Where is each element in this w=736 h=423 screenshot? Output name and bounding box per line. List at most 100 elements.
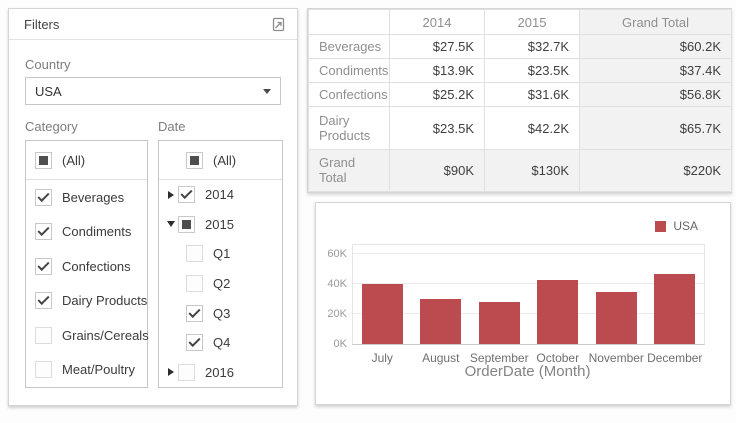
country-dropdown[interactable]: USA [25,77,281,105]
checkbox-indeterminate-icon[interactable] [178,215,195,233]
pivot-cell[interactable]: $25.2K [389,82,485,108]
checkbox-checked-icon[interactable] [35,223,52,241]
country-label: Country [25,57,71,72]
export-button[interactable] [269,15,287,33]
pivot-cell[interactable]: $56.8K [579,82,732,108]
bar-july[interactable] [361,284,403,344]
checkbox-checked-icon[interactable] [35,257,52,275]
checkbox-unchecked-icon[interactable] [178,363,195,381]
checkbox-unchecked-icon[interactable] [35,326,52,344]
x-axis-tick-label: August [422,351,460,365]
triangle-icon [168,190,174,199]
y-axis-tick-label: 20K [327,308,347,320]
bar-november[interactable] [595,291,637,344]
expander-collapsed-icon[interactable] [164,368,178,377]
pivot-cell[interactable]: $37.4K [579,58,732,84]
pivot-cell[interactable]: $90K [389,148,485,193]
pivot-corner-cell [308,9,390,35]
date-item-q3[interactable]: Q3 [159,298,282,328]
checkbox-checked-icon[interactable] [186,304,203,322]
x-axis-tick-label: December [647,351,703,365]
checkbox-indeterminate-icon[interactable] [35,151,52,169]
pivot-row-dairy-products: Dairy Products $23.5K $42.2K $65.7K [308,106,732,150]
date-item-q2[interactable]: Q2 [159,269,282,299]
y-axis-tick-label: 40K [327,278,347,290]
date-item-label: Q1 [213,246,231,262]
pivot-column-header-2015: 2015 [484,9,580,35]
category-item-label: Condiments [62,224,132,240]
date-all-item[interactable]: (All) [159,141,282,180]
pivot-cell[interactable]: $42.2K [484,106,580,150]
pivot-cell[interactable]: $220K [579,148,732,193]
checkbox-unchecked-icon[interactable] [186,275,203,293]
gridline [353,283,704,284]
category-all-label: (All) [62,152,86,168]
date-item-label: Q3 [213,305,231,321]
date-all-label: (All) [213,152,237,168]
pivot-column-header-grand-total: Grand Total [579,9,732,35]
category-item-dairy-products[interactable]: Dairy Products [26,284,147,319]
chart-legend: USA [655,219,698,233]
filters-header: Filters [9,9,297,40]
expander-expanded-icon[interactable] [164,221,178,228]
category-item-grains-cereals[interactable]: Grains/Cereals [26,318,149,353]
checkbox-indeterminate-icon[interactable] [186,151,203,169]
date-label: Date [158,119,186,134]
bar-october[interactable] [537,279,579,344]
triangle-icon [168,368,174,377]
category-item-confections[interactable]: Confections [26,249,147,284]
pivot-row-header: Condiments [308,58,390,84]
bar-september[interactable] [478,302,520,344]
category-item-beverages[interactable]: Beverages [26,180,147,215]
legend-swatch-icon [655,220,667,232]
category-item-label: Meat/Poultry [62,362,135,378]
chevron-down-icon [263,88,271,94]
checkbox-checked-icon[interactable] [35,188,52,206]
checkbox-checked-icon[interactable] [35,292,52,310]
filters-panel: Filters Country USA Category (All) Bever… [8,8,298,406]
x-axis-tick-label: November [588,351,644,365]
chart-plot-area: 0K 20K 40K 60K July August September October Nov… [327,244,705,365]
category-item-condiments[interactable]: Condiments [26,215,147,250]
checkbox-checked-icon[interactable] [186,334,203,352]
date-item-label: 2015 [205,216,234,232]
x-axis-tick-label: September [469,351,529,365]
y-axis-tick-label: 0K [333,338,347,350]
pivot-cell[interactable]: $65.7K [579,106,732,150]
pivot-row-condiments: Condiments $13.9K $23.5K $37.4K [308,58,732,84]
pivot-cell[interactable]: $130K [484,148,580,193]
bar-december[interactable] [654,273,696,344]
pivot-cell[interactable]: $13.9K [389,58,485,84]
checkbox-unchecked-icon[interactable] [186,245,203,263]
date-item-2015[interactable]: 2015 [159,210,282,240]
pivot-cell[interactable]: $32.7K [484,33,580,60]
x-axis-title: OrderDate (Month) [464,363,591,380]
checkbox-unchecked-icon[interactable] [35,361,52,379]
date-item-2014[interactable]: 2014 [159,180,282,210]
pivot-header-row: 2014 2015 Grand Total [308,9,732,35]
checkbox-checked-icon[interactable] [178,186,195,204]
pivot-row-header: Dairy Products [308,106,390,150]
expander-collapsed-icon[interactable] [164,190,178,199]
date-item-label: 2016 [205,364,234,380]
category-item-meat-poultry[interactable]: Meat/Poultry [26,353,147,388]
pivot-row-header: Grand Total [308,148,390,193]
gridline [353,253,704,254]
date-item-q1[interactable]: Q1 [159,239,282,269]
pivot-cell[interactable]: $23.5K [484,58,580,84]
category-label: Category [25,119,78,134]
category-all-item[interactable]: (All) [26,141,147,180]
pivot-cell[interactable]: $27.5K [389,33,485,60]
pivot-table-panel: 2014 2015 Grand Total Beverages $27.5K $32.7K… [307,8,732,193]
pivot-row-beverages: Beverages $27.5K $32.7K $60.2K [308,33,732,60]
filters-title: Filters [24,16,60,32]
bar-august[interactable] [420,299,462,344]
x-axis-tick-label: July [371,351,393,365]
country-value: USA [35,83,62,99]
triangle-icon [167,221,175,228]
pivot-cell[interactable]: $31.6K [484,82,580,108]
date-item-2016[interactable]: 2016 [159,357,282,387]
pivot-cell[interactable]: $23.5K [389,106,485,150]
date-item-q4[interactable]: Q4 [159,328,282,358]
pivot-cell[interactable]: $60.2K [579,33,732,60]
